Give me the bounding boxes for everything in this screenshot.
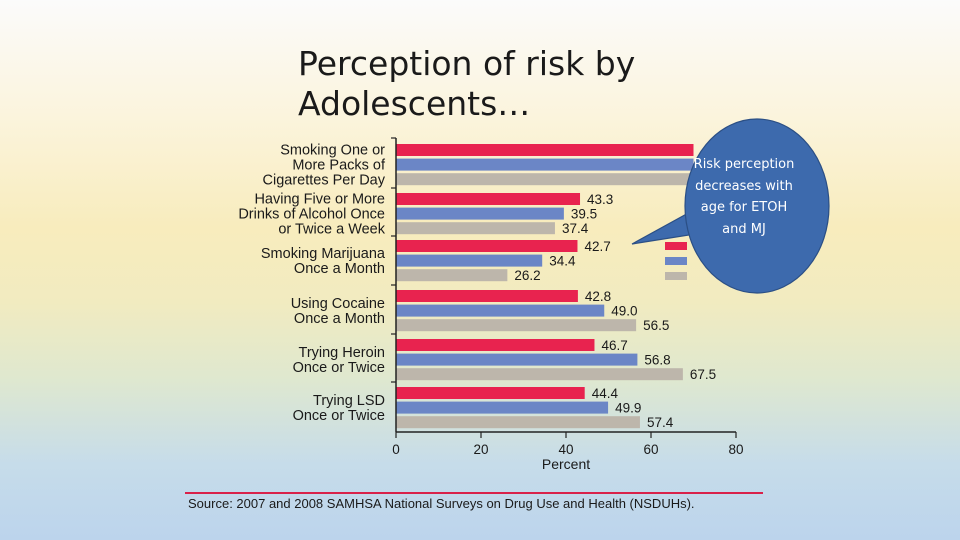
callout-text: Risk perception decreases with age for E… (693, 157, 795, 237)
slide-title: Perception of risk by Adolescents… (298, 44, 698, 124)
data-label: 56.5 (643, 318, 669, 333)
category-label: Trying Heroin (299, 345, 386, 361)
category-label: Once or Twice (293, 360, 385, 376)
bar (396, 339, 595, 351)
legend-swatch (665, 242, 687, 250)
data-label: 37.4 (562, 221, 589, 236)
data-label: 46.7 (601, 338, 627, 353)
bar (396, 193, 581, 205)
bar (396, 222, 555, 235)
category-label: Using Cocaine (291, 296, 385, 312)
data-label: 34.4 (549, 254, 576, 269)
data-label: 26.2 (514, 268, 540, 283)
bar (396, 144, 694, 156)
data-label: 42.8 (585, 289, 611, 304)
category-label: Once a Month (294, 261, 385, 277)
data-label: 39.5 (571, 207, 597, 222)
category-label: Once a Month (294, 311, 385, 327)
category-label: Smoking Marijuana (261, 246, 386, 262)
bar (396, 353, 638, 366)
data-label: 57.4 (647, 415, 674, 430)
bar (396, 416, 640, 429)
data-label: 56.8 (644, 353, 670, 368)
data-label: 43.3 (587, 192, 613, 207)
slide-title-line-2: Adolescents… (298, 84, 531, 123)
x-tick-label: 20 (473, 442, 488, 457)
bar (396, 254, 543, 267)
x-axis-label: Percent (542, 456, 590, 472)
bar (396, 304, 605, 317)
category-label: Once or Twice (293, 408, 385, 424)
bar (396, 368, 683, 381)
source-divider (185, 492, 763, 494)
legend-swatch (665, 272, 687, 280)
x-tick-label: 60 (643, 442, 658, 457)
bar (396, 158, 694, 171)
category-label: Having Five or More (254, 192, 385, 208)
legend-swatch (665, 257, 687, 265)
bar (396, 240, 578, 252)
category-label: Drinks of Alcohol Once (238, 207, 385, 223)
category-label: Smoking One or (280, 143, 385, 159)
data-label: 49.9 (615, 401, 641, 416)
data-label: 49.0 (611, 304, 637, 319)
bar (396, 207, 564, 220)
bar (396, 269, 508, 282)
callout-seam (696, 210, 710, 232)
slide-title-line-1: Perception of risk by (298, 44, 636, 83)
bar (396, 387, 585, 399)
category-label: More Packs of (292, 158, 386, 174)
callout-bubble (684, 118, 830, 294)
x-tick-label: 0 (392, 442, 400, 457)
category-label: or Twice a Week (278, 222, 385, 238)
x-tick-label: 40 (558, 442, 573, 457)
data-label: 67.5 (690, 367, 716, 382)
data-label: 44.4 (592, 386, 619, 401)
x-tick-label: 80 (728, 442, 743, 457)
category-label: Cigarettes Per Day (263, 173, 386, 189)
category-label: Trying LSD (313, 393, 385, 409)
data-label: 42.7 (584, 239, 610, 254)
bar (396, 173, 694, 186)
source-note: Source: 2007 and 2008 SAMHSA National Su… (188, 496, 695, 511)
bar (396, 319, 637, 332)
bar (396, 401, 609, 414)
bar (396, 290, 578, 302)
